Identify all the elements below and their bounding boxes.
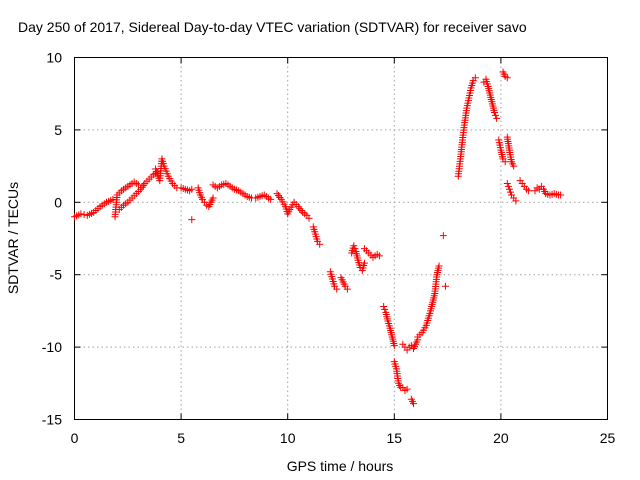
x-tick-label: 5 bbox=[177, 430, 185, 446]
data-point bbox=[557, 191, 565, 199]
y-tick-label: 5 bbox=[54, 122, 62, 138]
data-point bbox=[380, 303, 388, 311]
data-point bbox=[501, 158, 509, 166]
y-tick-label: 10 bbox=[46, 50, 62, 66]
data-point bbox=[503, 179, 511, 187]
data-point bbox=[491, 109, 499, 117]
data-point bbox=[525, 187, 533, 195]
data-point bbox=[360, 259, 368, 267]
data-point bbox=[441, 282, 449, 290]
data-point bbox=[305, 214, 313, 222]
data-point bbox=[267, 195, 275, 203]
data-point bbox=[316, 240, 324, 248]
x-tick-label: 20 bbox=[493, 430, 509, 446]
data-point bbox=[504, 182, 512, 190]
data-point bbox=[493, 114, 501, 122]
x-axis-label: GPS time / hours bbox=[287, 458, 394, 474]
y-tick-label: -10 bbox=[42, 339, 62, 355]
data-point bbox=[510, 162, 518, 170]
y-tick-label: -5 bbox=[50, 267, 63, 283]
data-point bbox=[350, 242, 358, 250]
chart-title: Day 250 of 2017, Sidereal Day-to-day VTE… bbox=[18, 19, 527, 35]
data-point bbox=[390, 342, 398, 350]
data-point bbox=[343, 285, 351, 293]
data-point bbox=[471, 74, 479, 82]
data-point bbox=[188, 216, 196, 224]
y-tick-label: -15 bbox=[42, 412, 62, 428]
data-point bbox=[503, 74, 511, 82]
data-points bbox=[71, 68, 565, 408]
x-tick-label: 15 bbox=[387, 430, 403, 446]
y-tick-label: 0 bbox=[54, 194, 62, 210]
data-point bbox=[439, 232, 447, 240]
data-point bbox=[333, 285, 341, 293]
data-point bbox=[381, 305, 389, 313]
plot-frame bbox=[74, 57, 608, 420]
data-point bbox=[209, 194, 217, 202]
x-tick-label: 25 bbox=[600, 430, 616, 446]
data-point bbox=[403, 385, 411, 393]
x-tick-label: 10 bbox=[280, 430, 296, 446]
data-point bbox=[375, 252, 383, 260]
data-point bbox=[188, 185, 196, 193]
data-point bbox=[77, 210, 85, 218]
grid-lines bbox=[74, 57, 608, 420]
data-point bbox=[492, 111, 500, 119]
data-point bbox=[512, 197, 520, 205]
y-axis-label: SDTVAR / TECUs bbox=[5, 182, 21, 294]
data-point bbox=[409, 400, 417, 408]
axis-ticks bbox=[74, 57, 608, 420]
data-point bbox=[435, 262, 443, 270]
data-point bbox=[351, 245, 359, 253]
x-tick-label: 0 bbox=[71, 430, 79, 446]
tick-labels: 0 5 10 15 20 25 -15 -10 -5 0 5 10 bbox=[42, 50, 616, 447]
data-point bbox=[505, 185, 513, 193]
data-point bbox=[506, 188, 514, 196]
